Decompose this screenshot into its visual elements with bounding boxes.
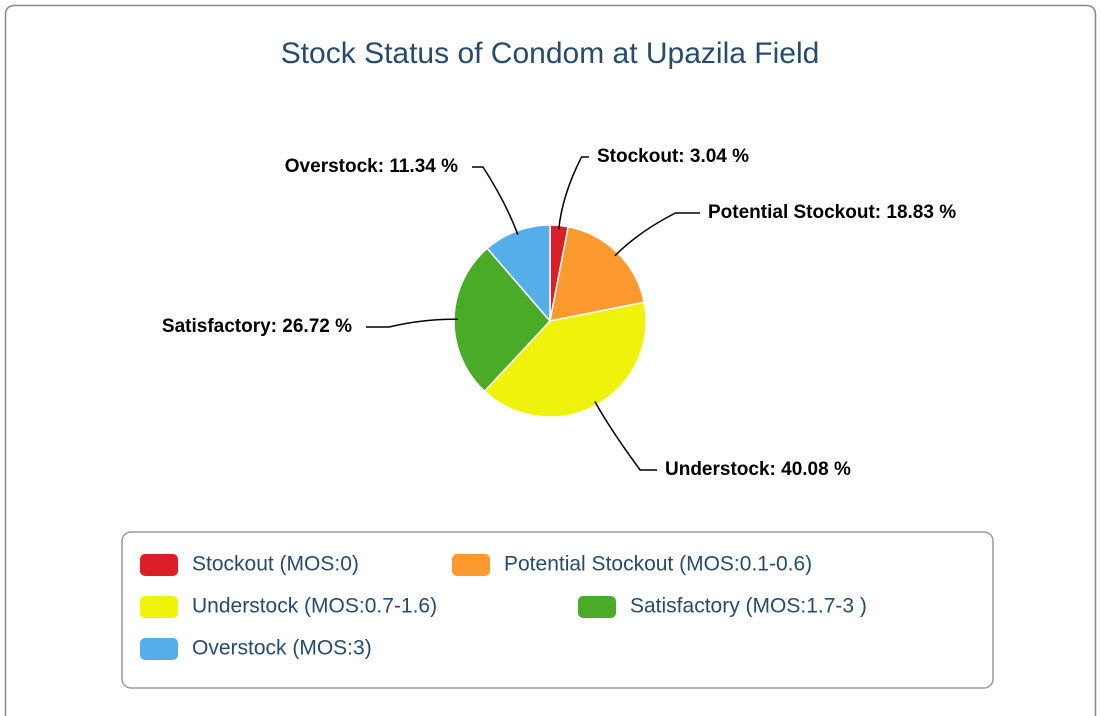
leader-line <box>558 156 589 230</box>
data-label: Overstock: 11.34 % <box>285 156 458 177</box>
legend-swatch <box>140 554 178 576</box>
data-label: Satisfactory: 26.72 % <box>162 316 352 337</box>
legend-swatch <box>140 596 178 618</box>
legend-label: Satisfactory (MOS:1.7-3 ) <box>630 595 867 618</box>
legend-swatch <box>452 554 490 576</box>
leader-line <box>366 318 459 328</box>
leader-line <box>594 400 657 471</box>
legend-box <box>121 531 994 689</box>
chart-title: Stock Status of Condom at Upazila Field <box>281 37 820 70</box>
leader-line <box>472 166 519 236</box>
legend-label: Overstock (MOS:3) <box>192 637 372 660</box>
data-label: Stockout: 3.04 % <box>597 146 749 167</box>
data-label: Understock: 40.08 % <box>665 459 851 480</box>
data-label: Potential Stockout: 18.83 % <box>708 202 956 223</box>
leader-line <box>614 212 700 257</box>
legend-swatch <box>140 638 178 660</box>
legend-label: Understock (MOS:0.7-1.6) <box>192 595 437 618</box>
legend-label: Potential Stockout (MOS:0.1-0.6) <box>504 553 812 576</box>
legend-label: Stockout (MOS:0) <box>192 553 359 576</box>
legend-swatch <box>578 596 616 618</box>
